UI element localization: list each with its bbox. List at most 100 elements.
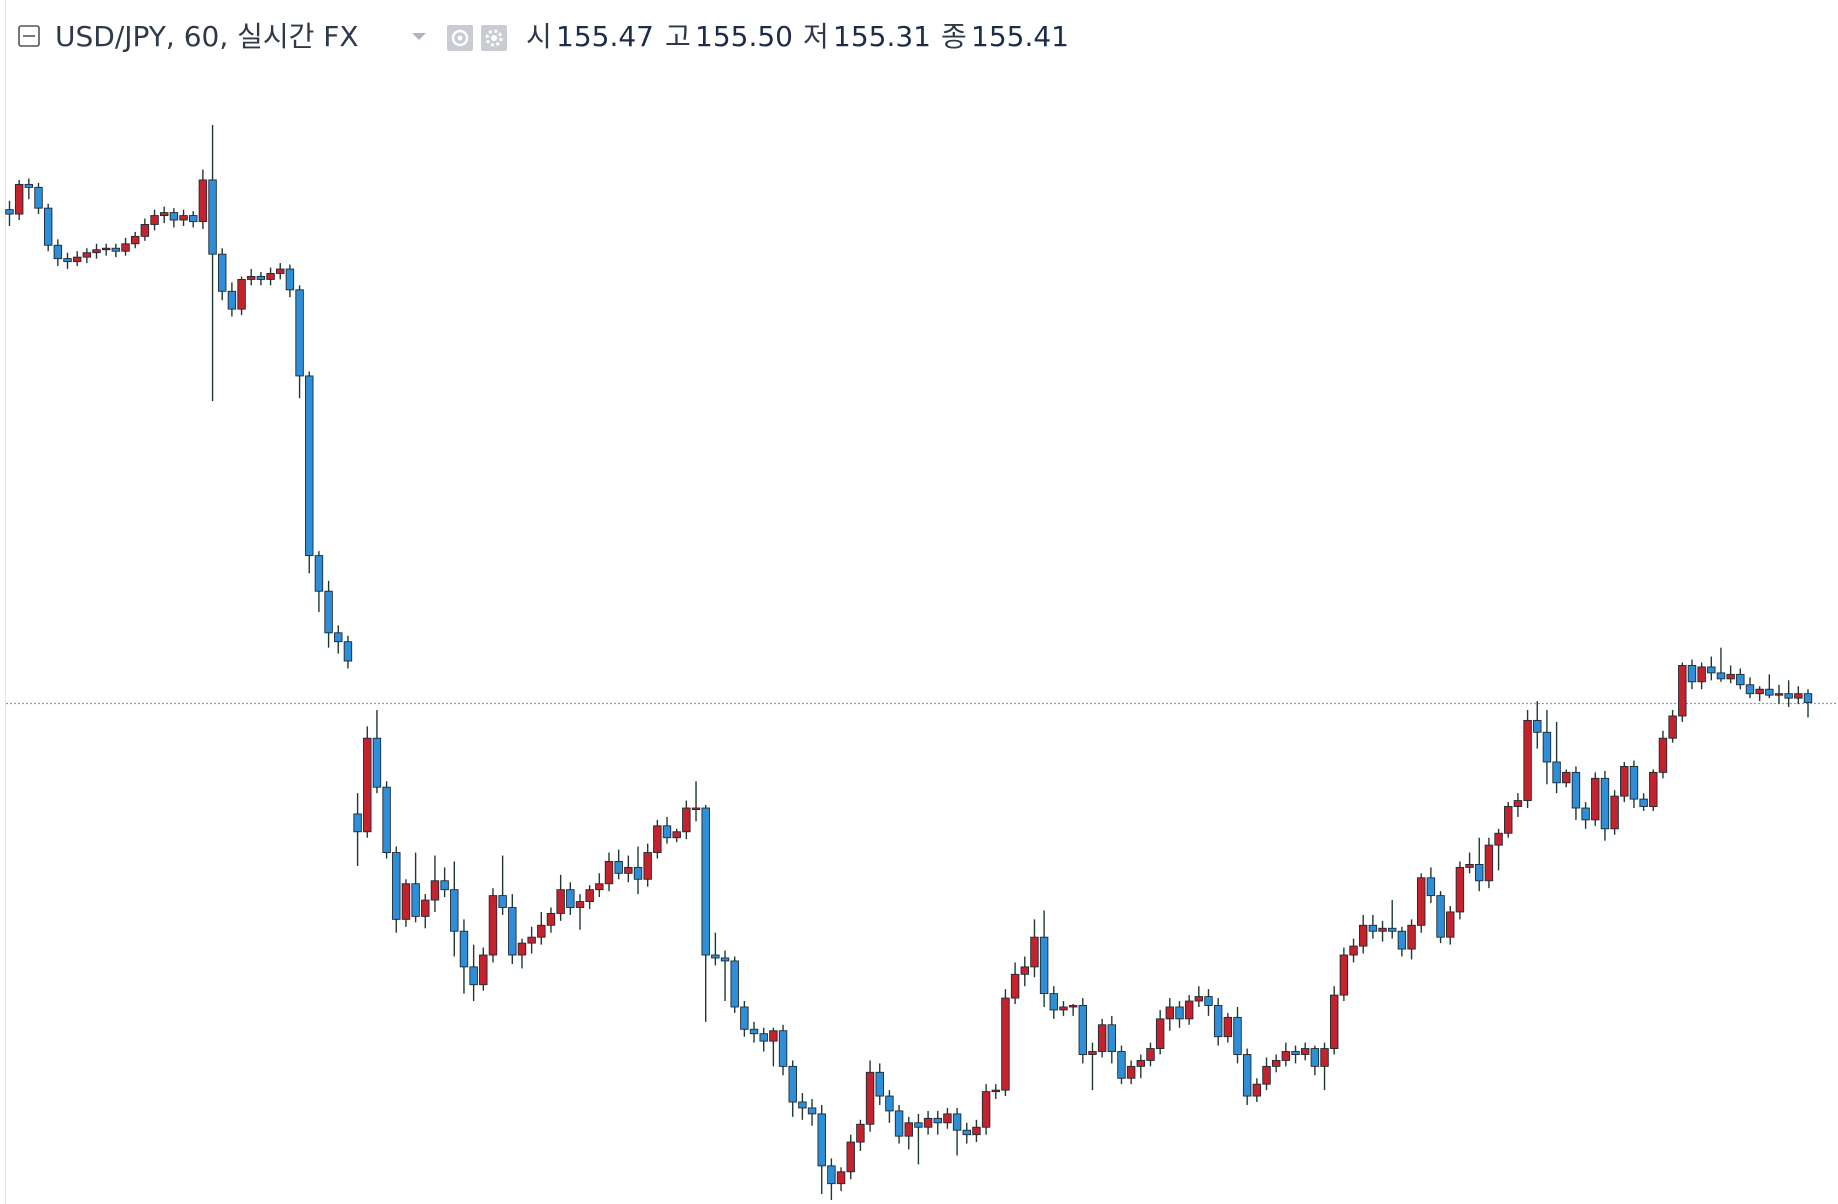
- candle-body: [1417, 877, 1426, 926]
- candle-body: [604, 861, 614, 885]
- candle-body: [633, 866, 643, 880]
- candle-body: [1339, 954, 1349, 996]
- candle-body: [34, 186, 43, 209]
- candle-body: [730, 960, 739, 1008]
- candle-body: [363, 737, 372, 833]
- candle-body: [121, 243, 130, 252]
- candle-body: [488, 895, 498, 956]
- candle-body: [24, 183, 34, 188]
- candle-body: [237, 278, 246, 310]
- candle-body: [208, 179, 217, 255]
- settings-icon: [485, 29, 503, 47]
- candle-body: [92, 249, 101, 254]
- collapse-button[interactable]: [18, 25, 40, 47]
- candle-body: [1794, 693, 1803, 699]
- candle-body: [1591, 777, 1600, 821]
- candle-body: [188, 215, 198, 222]
- candle-body: [788, 1065, 797, 1103]
- candle-body: [546, 912, 556, 926]
- candle-body: [1465, 863, 1474, 868]
- candle-body: [169, 212, 179, 221]
- candle-body: [266, 273, 275, 280]
- candle-body: [1658, 737, 1668, 773]
- candle-body: [227, 290, 237, 310]
- candle-body: [150, 215, 159, 225]
- candle-body: [1426, 877, 1436, 897]
- candle-body: [1649, 771, 1658, 807]
- candle-body: [459, 930, 469, 968]
- candle-body: [1358, 924, 1368, 947]
- candle-body: [923, 1117, 933, 1128]
- candle-body: [1620, 765, 1629, 797]
- candle-body: [450, 889, 459, 932]
- candle-body: [179, 215, 188, 221]
- candle-body: [1707, 666, 1716, 674]
- candle-body: [1639, 798, 1648, 807]
- candle-body: [140, 224, 150, 237]
- legend-value: 155.31: [833, 20, 931, 53]
- candle-body: [1204, 996, 1213, 1006]
- candle-body: [1068, 1005, 1078, 1008]
- dropdown-arrow[interactable]: [412, 33, 426, 40]
- candle-body: [662, 825, 672, 839]
- candle-body: [1716, 672, 1726, 680]
- candle-body: [914, 1122, 923, 1128]
- candle-body: [1329, 994, 1339, 1049]
- candle-body: [1078, 1005, 1088, 1055]
- candle-body: [614, 861, 623, 874]
- candle-body: [392, 852, 401, 920]
- candle-body: [101, 247, 111, 251]
- candle-body: [5, 209, 14, 215]
- candle-body: [691, 807, 701, 810]
- candle-body: [904, 1122, 913, 1137]
- candle-body: [111, 247, 121, 252]
- candle-body: [63, 258, 72, 263]
- candle-body: [469, 966, 478, 986]
- plot-area: [5, 125, 1838, 1200]
- candle-body: [53, 244, 63, 260]
- candle-body: [1252, 1083, 1262, 1097]
- candle-body: [1774, 693, 1784, 696]
- legend-value: 155.47: [556, 20, 654, 53]
- candle-body: [508, 907, 517, 956]
- candle-body: [740, 1006, 749, 1030]
- candle-body: [711, 954, 720, 959]
- candle-body: [817, 1113, 826, 1167]
- candle-body: [1291, 1051, 1300, 1055]
- candle-body: [865, 1071, 875, 1125]
- candle-body: [43, 207, 53, 246]
- candle-body: [595, 883, 604, 891]
- candle-body: [1126, 1065, 1136, 1079]
- candle-body: [1281, 1051, 1291, 1061]
- candle-body: [1562, 771, 1571, 784]
- candle-body: [1039, 936, 1049, 995]
- candle-body: [952, 1113, 962, 1131]
- candle-body: [314, 555, 324, 592]
- candle-body: [1726, 673, 1735, 680]
- candle-body: [1146, 1048, 1155, 1061]
- candle-body: [720, 957, 730, 962]
- candle-body: [769, 1030, 778, 1042]
- candle-body: [1610, 795, 1619, 830]
- candle-body: [575, 901, 585, 908]
- candle-body: [1030, 936, 1039, 968]
- candle-body: [1542, 731, 1552, 763]
- candle-body: [334, 632, 343, 643]
- candle-body: [1155, 1018, 1165, 1049]
- candle-body: [1697, 666, 1706, 683]
- candle-body: [1736, 673, 1745, 686]
- ohlc-legend: 시 155.47 고 155.50 저 155.31 종 155.41: [526, 20, 1069, 53]
- candle-body: [933, 1117, 942, 1124]
- candle-body: [1629, 765, 1639, 800]
- candle-body: [130, 235, 140, 245]
- candle-body: [1001, 997, 1010, 1091]
- candle-body: [1765, 688, 1774, 696]
- candle-body: [1223, 1016, 1233, 1038]
- candle-body: [1117, 1051, 1126, 1079]
- candle-body: [807, 1107, 817, 1115]
- candle-body: [1397, 930, 1407, 950]
- candle-body: [1242, 1054, 1252, 1097]
